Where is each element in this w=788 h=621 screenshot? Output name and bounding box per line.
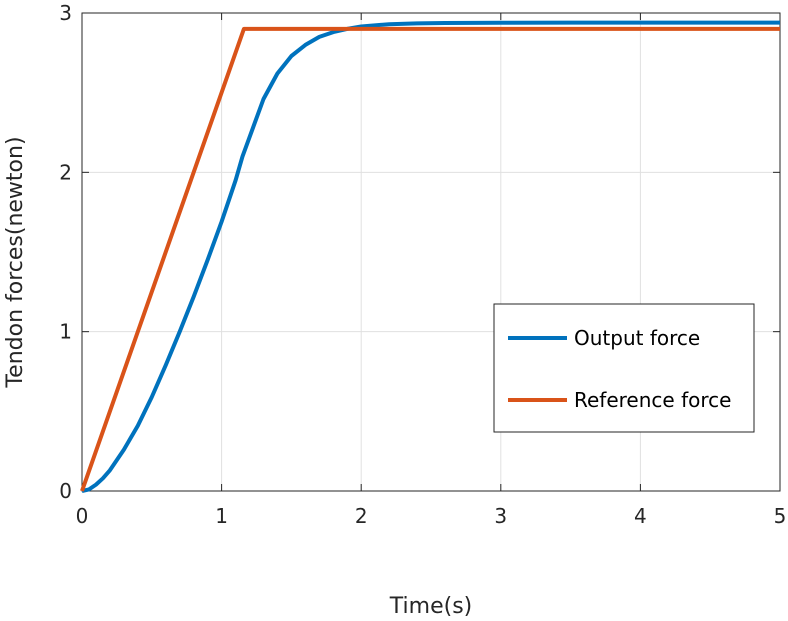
y-tick-label: 3: [59, 1, 72, 25]
x-tick-label: 1: [215, 504, 228, 528]
series-line-output-force: [81, 20, 780, 493]
axis-ticks: 0 1 2 3 4 5 0 1 2 3: [59, 1, 786, 528]
x-tick-label: 2: [355, 504, 368, 528]
plot-frame: [81, 12, 781, 492]
legend-box: [493, 303, 755, 433]
y-tick-label: 0: [59, 479, 72, 503]
series-lines: [80, 20, 780, 493]
y-tick-label: 2: [59, 160, 72, 184]
legend: Output force Reference force: [493, 303, 755, 433]
x-axis-title: Time(s): [389, 594, 472, 619]
x-tick-label: 3: [494, 504, 507, 528]
x-tick-label: 5: [774, 504, 787, 528]
x-tick-label: 0: [76, 504, 89, 528]
x-tick-label: 4: [634, 504, 647, 528]
series-line-reference-force: [80, 26, 780, 492]
legend-label: Reference force: [574, 388, 731, 412]
legend-label: Output force: [574, 326, 700, 350]
y-tick-label: 1: [59, 320, 72, 344]
y-axis-title: Tendon forces(newton): [3, 136, 28, 388]
